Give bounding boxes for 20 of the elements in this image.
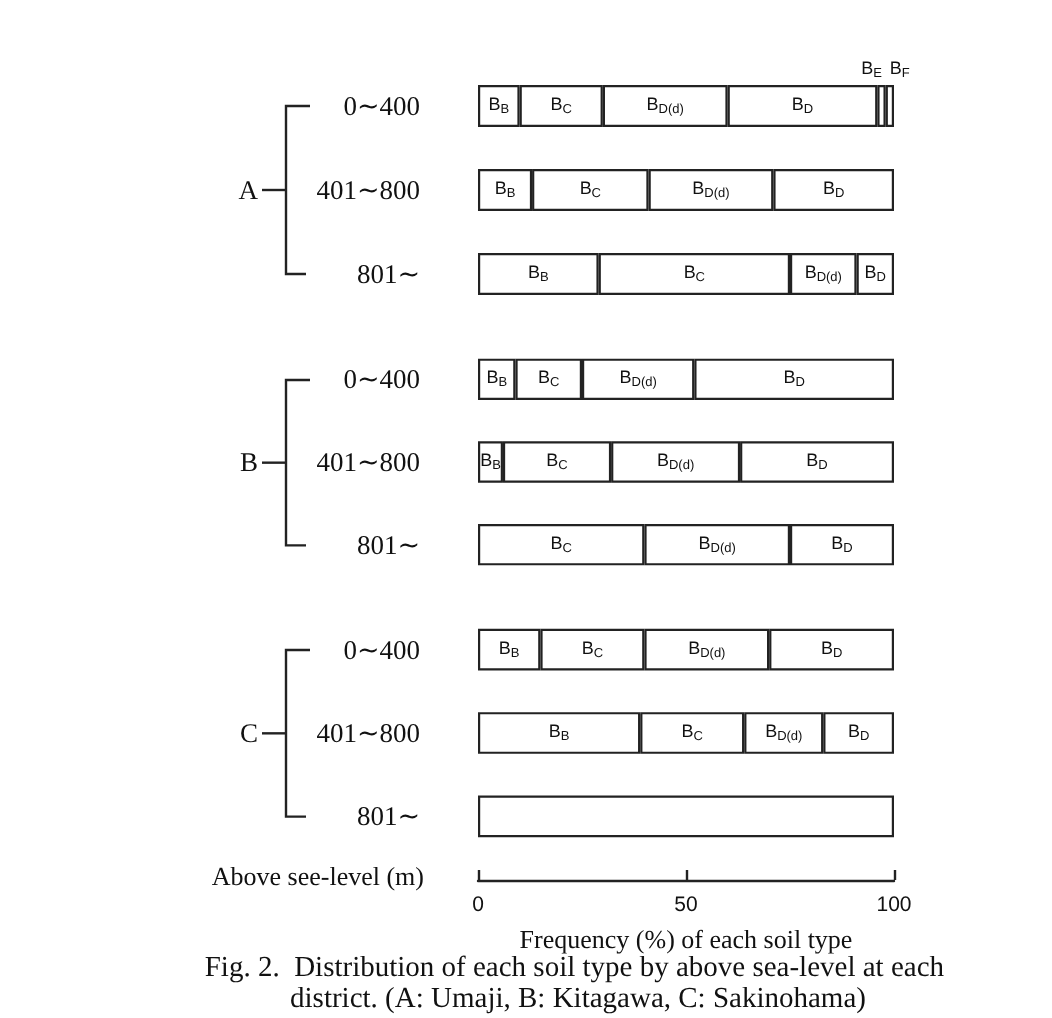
caption: Fig. 2. Distribution of each soil type by above sea-level at each district. (A: Umaji, B: Kitagawa, C: Sakinohama) [204,951,952,1015]
y-axis-title: B [239,447,258,477]
y-tick-label: 401∼800 [316,718,421,748]
y-tick-label: 0∼400 [343,634,421,665]
y-tick-label: 801∼ [356,801,420,832]
y-tick-label: 801∼ [356,529,420,560]
x-tick-label: 50 [674,893,698,917]
x-axis-title: Frequency (%) of each soil type [519,923,853,954]
x-tick-label: 0 [472,893,485,917]
bar [478,795,894,838]
y-tick-label: 0∼400 [343,364,421,395]
y-axis-title: A [238,175,259,205]
bar [885,85,894,127]
y-tick-label: 401∼800 [316,175,421,205]
x-tick-label: 100 [876,893,912,917]
y-axis-title: C [239,718,258,748]
y-tick-label: 401∼800 [316,447,421,477]
y-tick-label: 801∼ [356,259,420,289]
text: Above see-level (m) [211,861,424,891]
y-tick-label: 0∼400 [343,91,421,121]
